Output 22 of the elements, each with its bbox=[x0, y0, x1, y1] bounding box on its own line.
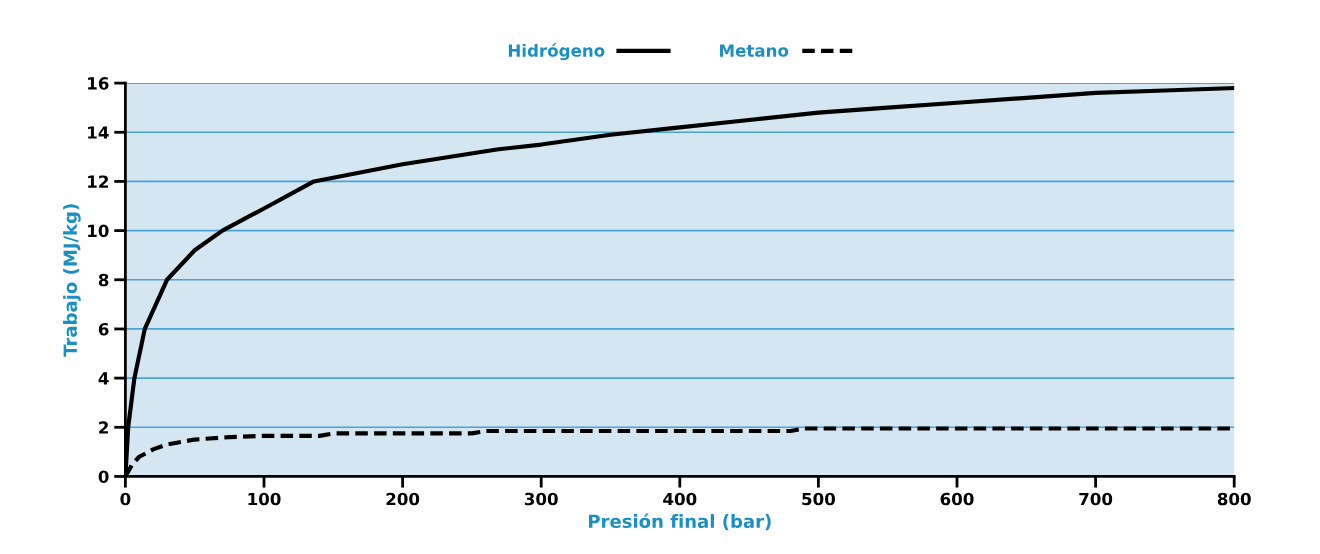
y-tick-label: 8 bbox=[98, 273, 109, 287]
x-tick-label: 600 bbox=[940, 492, 974, 506]
y-tick-label: 4 bbox=[98, 372, 109, 385]
y-tick-label: 10 bbox=[88, 224, 109, 238]
y-tick-label: 2 bbox=[99, 421, 108, 434]
x-tick-label: 400 bbox=[663, 492, 697, 506]
legend-label: Metano bbox=[720, 44, 789, 57]
y-axis-title: Trabajo (MJ/kg) bbox=[63, 204, 81, 357]
x-tick-label: 500 bbox=[802, 492, 835, 506]
x-tick-label: 0 bbox=[120, 492, 131, 506]
y-tick-label: 6 bbox=[98, 322, 109, 336]
y-tick-label: 12 bbox=[88, 175, 108, 188]
y-tick-label: 0 bbox=[98, 470, 109, 484]
y-tick-label: 14 bbox=[88, 126, 109, 139]
y-tick-label: 16 bbox=[88, 77, 109, 90]
x-tick-label: 100 bbox=[248, 492, 281, 506]
x-axis-title: Presión final (bar) bbox=[588, 513, 771, 531]
x-tick-label: 800 bbox=[1217, 492, 1251, 506]
x-tick-label: 200 bbox=[386, 492, 420, 506]
x-tick-label: 700 bbox=[1079, 492, 1113, 506]
legend-label: Hidrógeno bbox=[508, 43, 605, 61]
x-tick-label: 300 bbox=[524, 492, 558, 506]
